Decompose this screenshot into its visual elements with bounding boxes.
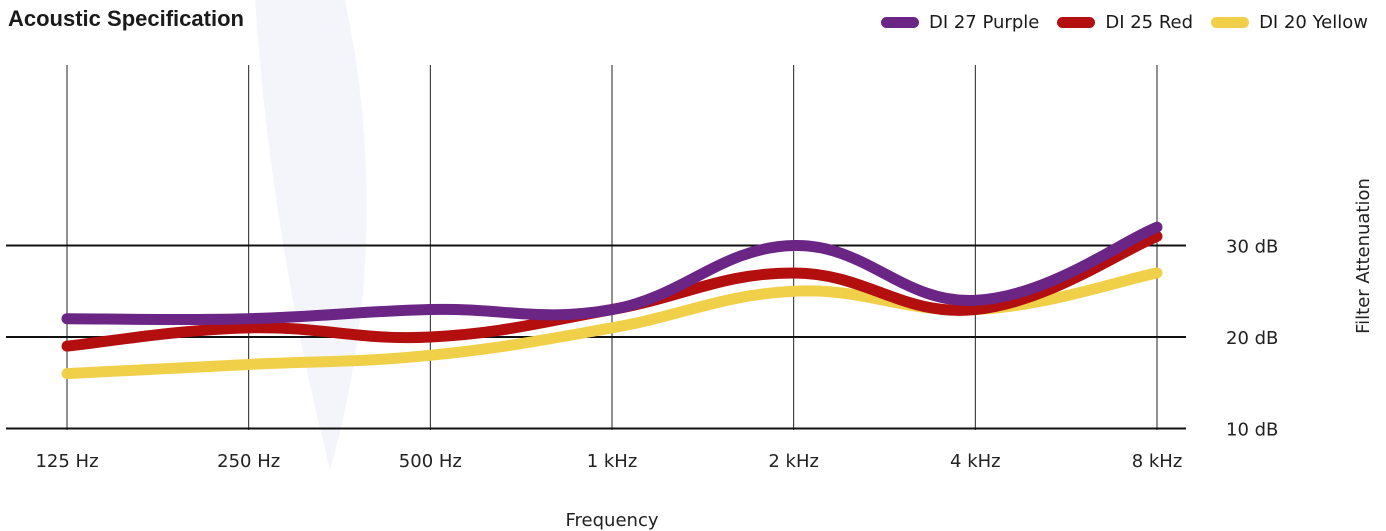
legend-swatch-purple — [880, 17, 919, 28]
x-tick-label: 8 kHz — [1132, 451, 1183, 472]
legend-label-yellow: DI 20 Yellow — [1259, 12, 1368, 33]
legend-swatch-red — [1057, 17, 1096, 28]
x-tick-label: 500 Hz — [399, 451, 462, 472]
legend-item-red: DI 25 Red — [1057, 12, 1193, 33]
series-lines — [61, 221, 1163, 380]
y-axis-label: Filter Attenuation — [1353, 178, 1374, 334]
y-tick-labels: 10 dB 20 dB 30 dB — [1226, 237, 1278, 441]
x-tick-label: 1 kHz — [587, 451, 638, 472]
background-watermark — [255, 0, 367, 470]
x-tick-label: 4 kHz — [950, 451, 1001, 472]
y-tick-label: 10 dB — [1226, 420, 1278, 441]
y-tick-label: 30 dB — [1226, 237, 1278, 258]
legend: DI 27 Purple DI 25 Red DI 20 Yellow — [863, 12, 1368, 33]
horizontal-gridlines — [6, 244, 1186, 430]
y-tick-label: 20 dB — [1226, 328, 1278, 349]
legend-label-purple: DI 27 Purple — [928, 12, 1040, 33]
x-tick-labels: 125 Hz 250 Hz 500 Hz 1 kHz 2 kHz 4 kHz 8 kHz — [35, 451, 1182, 472]
chart-title: Acoustic Specification — [8, 6, 244, 31]
legend-item-yellow: DI 20 Yellow — [1211, 12, 1368, 33]
legend-label-red: DI 25 Red — [1105, 12, 1194, 33]
legend-swatch-yellow — [1211, 17, 1250, 28]
legend-item-purple: DI 27 Purple — [880, 12, 1040, 33]
x-tick-label: 125 Hz — [35, 451, 98, 472]
x-axis-label: Frequency — [566, 510, 659, 531]
x-tick-label: 250 Hz — [217, 451, 280, 472]
x-tick-label: 2 kHz — [768, 451, 819, 472]
vertical-gridlines — [66, 65, 1158, 430]
series-line-di-27-purple — [61, 221, 1163, 326]
